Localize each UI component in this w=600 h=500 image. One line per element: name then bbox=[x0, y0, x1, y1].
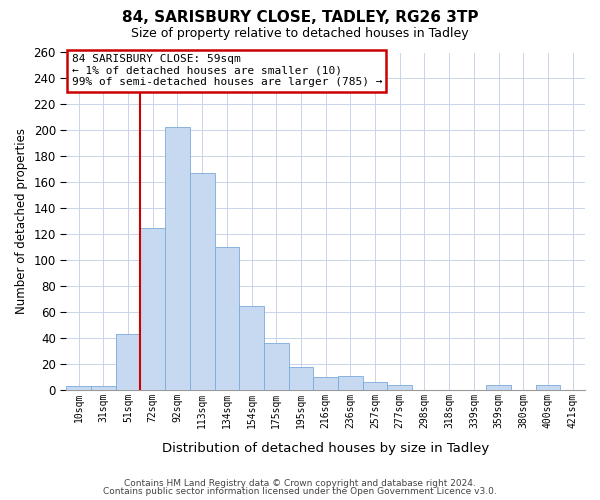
Bar bbox=[289, 366, 313, 390]
Bar bbox=[215, 248, 239, 390]
Bar bbox=[264, 344, 289, 390]
Text: Size of property relative to detached houses in Tadley: Size of property relative to detached ho… bbox=[131, 28, 469, 40]
Y-axis label: Number of detached properties: Number of detached properties bbox=[15, 128, 28, 314]
Bar bbox=[338, 376, 363, 390]
Text: Contains public sector information licensed under the Open Government Licence v3: Contains public sector information licen… bbox=[103, 488, 497, 496]
Text: Contains HM Land Registry data © Crown copyright and database right 2024.: Contains HM Land Registry data © Crown c… bbox=[124, 478, 476, 488]
Bar bbox=[190, 174, 215, 390]
Bar bbox=[165, 126, 190, 390]
Text: 84, SARISBURY CLOSE, TADLEY, RG26 3TP: 84, SARISBURY CLOSE, TADLEY, RG26 3TP bbox=[122, 10, 478, 25]
Bar bbox=[67, 386, 91, 390]
Bar bbox=[91, 386, 116, 390]
Bar bbox=[388, 385, 412, 390]
Bar bbox=[140, 228, 165, 390]
Text: 84 SARISBURY CLOSE: 59sqm
← 1% of detached houses are smaller (10)
99% of semi-d: 84 SARISBURY CLOSE: 59sqm ← 1% of detach… bbox=[71, 54, 382, 88]
Bar bbox=[486, 385, 511, 390]
Bar bbox=[313, 377, 338, 390]
X-axis label: Distribution of detached houses by size in Tadley: Distribution of detached houses by size … bbox=[162, 442, 489, 455]
Bar bbox=[363, 382, 388, 390]
Bar bbox=[116, 334, 140, 390]
Bar bbox=[239, 306, 264, 390]
Bar bbox=[536, 385, 560, 390]
